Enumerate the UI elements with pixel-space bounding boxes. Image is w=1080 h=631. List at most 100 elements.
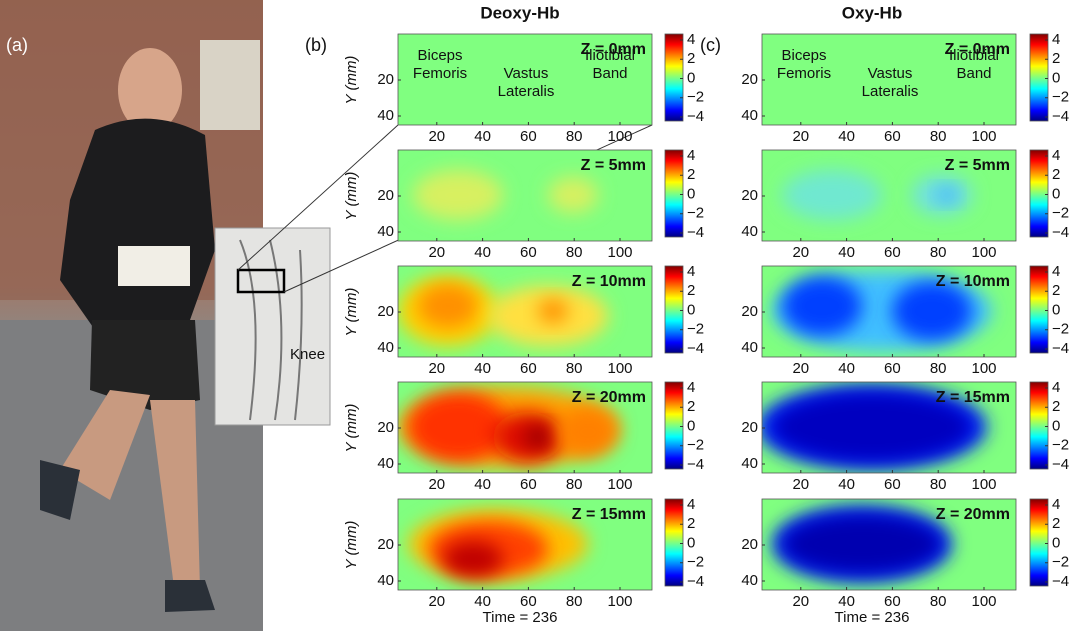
colorbar-tick-label: 2	[1052, 166, 1060, 183]
x-tick-label: 20	[792, 593, 809, 610]
x-tick-label: 60	[884, 360, 901, 377]
colorbar-tick-label: −4	[1052, 108, 1069, 125]
x-tick-label: 100	[971, 593, 996, 610]
depth-label: Z = 5mm	[945, 157, 1010, 174]
heatmap-blob	[782, 276, 862, 336]
x-tick-label: 100	[607, 476, 632, 493]
depth-label: Z = 10mm	[572, 273, 646, 290]
x-tick-label: 80	[566, 128, 583, 145]
y-tick-label: 40	[741, 572, 758, 589]
x-tick-label: 100	[971, 360, 996, 377]
x-tick-label: 60	[884, 476, 901, 493]
x-tick-label: 40	[838, 244, 855, 261]
x-tick-label: 60	[520, 244, 537, 261]
region-label: Femoris	[777, 65, 831, 82]
colorbar-tick-label: 2	[1052, 282, 1060, 299]
x-tick-label: 80	[930, 476, 947, 493]
region-label: Iliotibial	[949, 47, 999, 64]
colorbar-tick-label: −4	[687, 340, 704, 357]
x-tick-label: 80	[566, 476, 583, 493]
x-tick-label: 80	[566, 360, 583, 377]
x-tick-label: 80	[930, 360, 947, 377]
x-tick-label: 60	[884, 593, 901, 610]
region-label: Vastus	[504, 65, 549, 82]
colorbar-tick-label: −4	[687, 573, 704, 590]
x-tick-label: 20	[428, 593, 445, 610]
colorbar-tick-label: −4	[1052, 224, 1069, 241]
y-tick-label: 20	[377, 187, 394, 204]
colorbar-tick-label: 2	[687, 282, 695, 299]
x-tick-label: 20	[792, 360, 809, 377]
y-tick-label: 20	[377, 303, 394, 320]
x-tick-label: 100	[607, 244, 632, 261]
x-tick-label: 40	[474, 476, 491, 493]
colorbar-tick-label: 0	[1052, 534, 1060, 551]
column-title: Deoxy-Hb	[480, 3, 559, 22]
colorbar-tick-label: 0	[1052, 69, 1060, 86]
x-tick-label: 40	[474, 593, 491, 610]
region-label: Lateralis	[498, 83, 555, 100]
colorbar-tick-label: −2	[1052, 205, 1069, 222]
region-label: Biceps	[781, 47, 826, 64]
y-tick-label: 40	[741, 339, 758, 356]
colorbar-tick-label: 0	[1052, 185, 1060, 202]
heatmap-blob	[782, 170, 882, 220]
y-tick-label: 40	[377, 339, 394, 356]
x-tick-label: 80	[566, 593, 583, 610]
colorbar-tick-label: 4	[687, 31, 695, 48]
footer: Time = 236	[483, 609, 558, 626]
x-tick-label: 40	[474, 244, 491, 261]
depth-label: Z = 5mm	[581, 157, 646, 174]
y-axis-label: Y (mm)	[343, 521, 360, 570]
x-tick-label: 100	[971, 476, 996, 493]
depth-label: Z = 20mm	[936, 506, 1010, 523]
colorbar-tick-label: −2	[1052, 554, 1069, 571]
colorbar-tick-label: −2	[687, 205, 704, 222]
colorbar-tick-label: 2	[687, 50, 695, 67]
x-tick-label: 60	[884, 244, 901, 261]
heatmap-blob	[558, 407, 618, 457]
colorbar-tick-label: 0	[687, 301, 695, 318]
x-tick-label: 20	[792, 128, 809, 145]
colorbar-tick-label: 4	[687, 263, 695, 280]
heatmap-blob	[418, 284, 478, 328]
colorbar-tick-label: −4	[1052, 573, 1069, 590]
colorbar-tick-label: 2	[1052, 515, 1060, 532]
colorbar-tick-label: −2	[1052, 437, 1069, 454]
colorbar-tick-label: −4	[1052, 456, 1069, 473]
x-tick-label: 100	[971, 244, 996, 261]
x-tick-label: 40	[838, 360, 855, 377]
y-tick-label: 40	[377, 572, 394, 589]
x-tick-label: 40	[474, 128, 491, 145]
x-tick-label: 80	[930, 244, 947, 261]
x-tick-label: 60	[520, 593, 537, 610]
panel-label: (b)	[305, 35, 327, 55]
y-tick-label: 20	[741, 303, 758, 320]
x-tick-label: 60	[520, 360, 537, 377]
colorbar-tick-label: 4	[687, 379, 695, 396]
colorbar-tick-label: 0	[1052, 417, 1060, 434]
x-tick-label: 20	[428, 128, 445, 145]
depth-label: Z = 20mm	[572, 389, 646, 406]
colorbar-tick-label: 2	[687, 398, 695, 415]
colorbar-tick-label: 0	[687, 417, 695, 434]
heatmap-blob	[443, 541, 503, 577]
colorbar	[1030, 499, 1048, 586]
colorbar	[1030, 34, 1048, 121]
colorbar-tick-label: −2	[687, 89, 704, 106]
heatmap-blob	[413, 170, 503, 220]
region-label: Band	[592, 65, 627, 82]
x-tick-label: 20	[792, 476, 809, 493]
colorbar-tick-label: 0	[687, 534, 695, 551]
y-tick-label: 20	[377, 71, 394, 88]
region-label: Iliotibial	[585, 47, 635, 64]
panel-label: (c)	[700, 35, 721, 55]
x-tick-label: 60	[520, 128, 537, 145]
colorbar-tick-label: 4	[687, 147, 695, 164]
colorbar-tick-label: 2	[687, 166, 695, 183]
y-tick-label: 40	[741, 455, 758, 472]
colorbar-tick-label: 4	[687, 496, 695, 513]
colorbar-tick-label: −4	[687, 108, 704, 125]
colorbar-tick-label: −4	[687, 224, 704, 241]
region-label: Vastus	[868, 65, 913, 82]
